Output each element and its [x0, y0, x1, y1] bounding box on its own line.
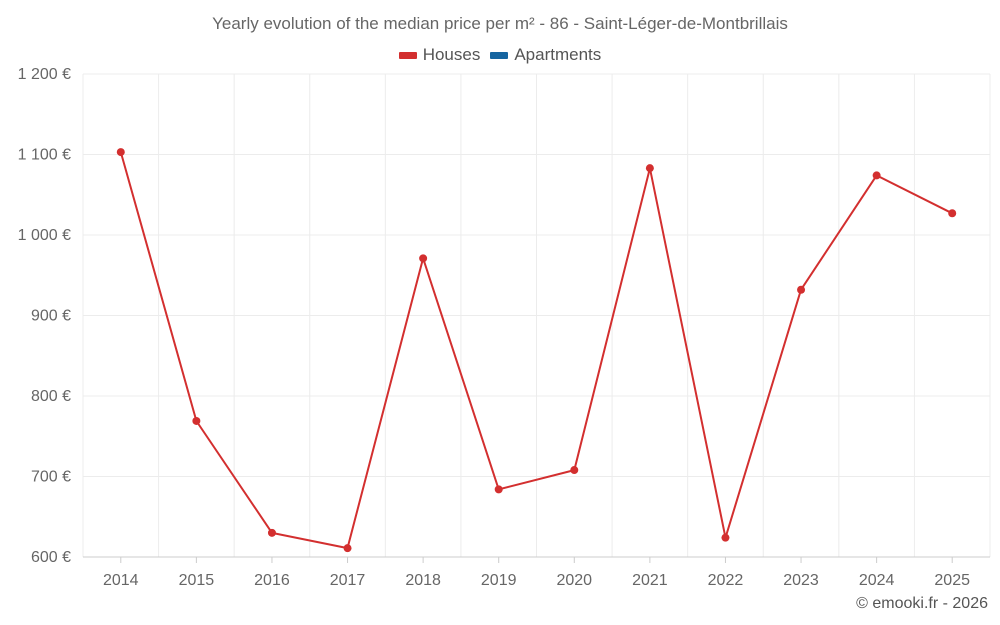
chart-legend: Houses Apartments: [0, 45, 1000, 65]
legend-item-apartments[interactable]: Apartments: [490, 45, 601, 65]
x-tick-label: 2020: [556, 572, 592, 589]
y-tick-label: 900 €: [31, 308, 71, 325]
data-point-houses: [419, 254, 428, 263]
y-tick-label: 700 €: [31, 469, 71, 486]
data-point-houses: [797, 285, 806, 294]
data-point-houses: [116, 148, 125, 157]
data-point-houses: [872, 171, 881, 180]
data-point-houses: [494, 485, 503, 494]
y-tick-label: 600 €: [31, 549, 71, 566]
x-tick-label: 2017: [330, 572, 366, 589]
legend-item-houses[interactable]: Houses: [398, 45, 481, 65]
chart-title: Yearly evolution of the median price per…: [212, 14, 788, 33]
x-tick-label: 2023: [783, 572, 819, 589]
series-line-houses: [119, 151, 953, 550]
data-point-houses: [645, 164, 654, 173]
data-point-houses: [343, 544, 352, 553]
legend-swatch-apartments: [490, 51, 509, 59]
data-point-houses: [948, 209, 957, 218]
legend-label-apartments: Apartments: [514, 45, 602, 64]
x-tick-label: 2024: [859, 572, 895, 589]
data-point-houses: [192, 416, 201, 425]
x-tick-label: 2022: [708, 572, 744, 589]
y-tick-label: 1 000 €: [18, 227, 71, 244]
y-tick-label: 800 €: [31, 388, 71, 405]
data-point-houses: [721, 533, 730, 542]
x-tick-label: 2019: [481, 572, 517, 589]
data-point-houses: [267, 528, 276, 537]
x-tick-label: 2015: [179, 572, 215, 589]
x-tick-label: 2025: [934, 572, 970, 589]
data-point-houses: [570, 466, 579, 475]
legend-swatch-houses: [398, 51, 417, 59]
x-tick-label: 2021: [632, 572, 668, 589]
y-tick-label: 1 200 €: [18, 66, 71, 83]
x-tick-label: 2016: [254, 572, 290, 589]
footer-credit: © emooki.fr - 2026: [856, 595, 988, 612]
y-tick-label: 1 100 €: [18, 147, 71, 164]
legend-label-houses: Houses: [422, 45, 481, 64]
x-tick-label: 2014: [103, 572, 139, 589]
x-tick-label: 2018: [405, 572, 441, 589]
